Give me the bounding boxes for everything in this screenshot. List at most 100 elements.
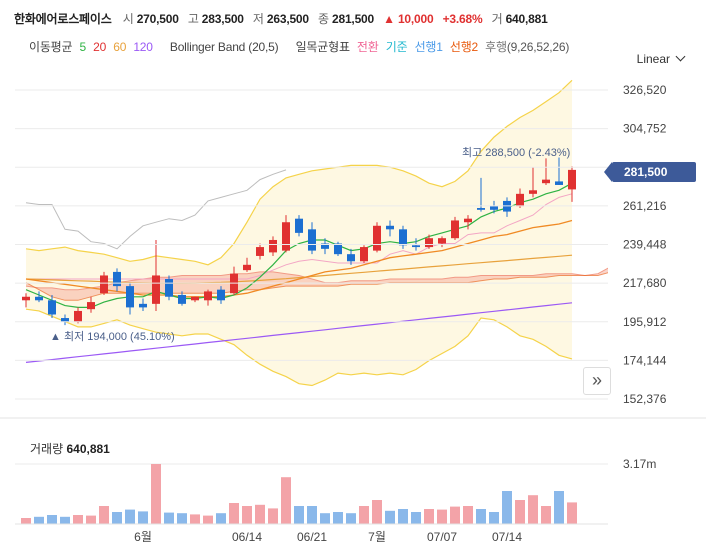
volume-bar (346, 513, 356, 524)
indicator-legend: 이동평균 5 20 60 120 Bollinger Band (20,5) 일… (29, 38, 573, 55)
candle-body (334, 243, 342, 255)
volume-bar (34, 516, 44, 524)
candle-body (113, 271, 121, 287)
ma20-legend[interactable]: 20 (93, 40, 107, 54)
candle-body (139, 303, 147, 308)
candle-body (399, 229, 407, 246)
candle (386, 220, 394, 237)
bollinger-upper-line (25, 79, 573, 266)
volume-bar (242, 506, 252, 524)
ma120-line (25, 302, 573, 363)
candle-body (35, 296, 43, 301)
quote-header: 한화에어로스페이스 시 270,500 고 283,500 저 263,500 … (14, 10, 554, 27)
candle-body (555, 181, 563, 185)
scroll-right-button[interactable]: » (583, 367, 611, 395)
volume-bar (21, 518, 31, 524)
candle (464, 215, 472, 230)
change-percent: +3.68% (442, 12, 483, 26)
candle (438, 236, 446, 248)
candle-body (22, 296, 30, 301)
ma60-legend[interactable]: 60 (113, 40, 127, 54)
candle-body (204, 291, 212, 301)
volume-bar (320, 513, 330, 524)
candle-body (243, 264, 251, 271)
candle (529, 167, 537, 198)
candle (61, 314, 69, 326)
candle-body (412, 245, 420, 248)
candle-body (464, 218, 472, 223)
volume-bar (125, 509, 135, 524)
x-tick-label: 07/14 (492, 530, 522, 544)
volume-bar (229, 503, 239, 524)
candle (87, 296, 95, 313)
volume-bar (268, 508, 278, 524)
ichimoku-label[interactable]: 일목균형표 (295, 40, 350, 54)
volume-bar (528, 495, 538, 524)
volume-value: 640,881 (505, 12, 548, 26)
candle-body (308, 229, 316, 251)
volume-bar (138, 511, 148, 524)
candle-body (360, 247, 368, 262)
candle-body (165, 279, 173, 297)
candle-body (152, 275, 160, 304)
candle-body (87, 302, 95, 310)
candle (308, 222, 316, 255)
candle (425, 234, 433, 249)
scale-mode-dropdown[interactable]: Linear (636, 51, 686, 66)
volume-bar (307, 506, 317, 524)
bollinger-legend[interactable]: Bollinger Band (20,5) (169, 40, 279, 54)
volume-bar (281, 477, 291, 524)
candle-body (373, 225, 381, 251)
y-tick-label: 239,448 (623, 238, 667, 252)
ichimoku-params: (9,26,52,26) (506, 40, 570, 54)
close-label: 종 (318, 12, 329, 26)
candle-body (529, 190, 537, 194)
candle-body (425, 238, 433, 248)
open-label: 시 (122, 12, 134, 26)
scale-mode-label: Linear (636, 52, 670, 66)
candle-body (191, 296, 199, 301)
candle-body (321, 243, 329, 249)
chikou-legend[interactable]: 후행 (485, 40, 507, 54)
candle-body (542, 179, 550, 184)
volume-bar (73, 515, 83, 524)
candle (74, 307, 82, 324)
volume-bar (372, 500, 382, 524)
low-value: 263,500 (266, 12, 309, 26)
candle (555, 157, 563, 185)
x-tick-label: 7월 (368, 530, 386, 544)
x-tick-label: 07/07 (427, 530, 457, 544)
volume-bar (177, 513, 187, 524)
candle-body (438, 238, 446, 244)
volume-bar (333, 512, 343, 524)
chikou-line (25, 169, 287, 250)
candle (516, 188, 524, 209)
volume-bar (567, 502, 577, 524)
volume-bar (86, 515, 96, 524)
ma5-line (25, 182, 573, 308)
candle (334, 241, 342, 256)
candle-body (295, 218, 303, 233)
kijun-legend[interactable]: 기준 (385, 40, 408, 54)
volume-bar (255, 504, 265, 524)
tenkan-legend[interactable]: 전환 (356, 40, 379, 54)
volume-bar (164, 512, 174, 524)
span2-legend[interactable]: 선행2 (449, 40, 479, 54)
candle-body (568, 169, 576, 190)
volume-bar (476, 509, 486, 524)
ma5-legend[interactable]: 5 (79, 40, 87, 54)
ma-label[interactable]: 이동평균 (29, 40, 73, 54)
ma120-legend[interactable]: 120 (133, 40, 153, 54)
candle-body (347, 254, 355, 262)
span1-legend[interactable]: 선행1 (414, 40, 443, 54)
candle (126, 282, 134, 315)
candle (360, 245, 368, 264)
volume-axis-label: 3.17m (623, 457, 656, 471)
candle (165, 275, 173, 301)
candle (152, 239, 160, 311)
volume-bar (411, 512, 421, 524)
volume-bar (216, 513, 226, 524)
candle (35, 291, 43, 303)
volume-bar (151, 464, 161, 524)
